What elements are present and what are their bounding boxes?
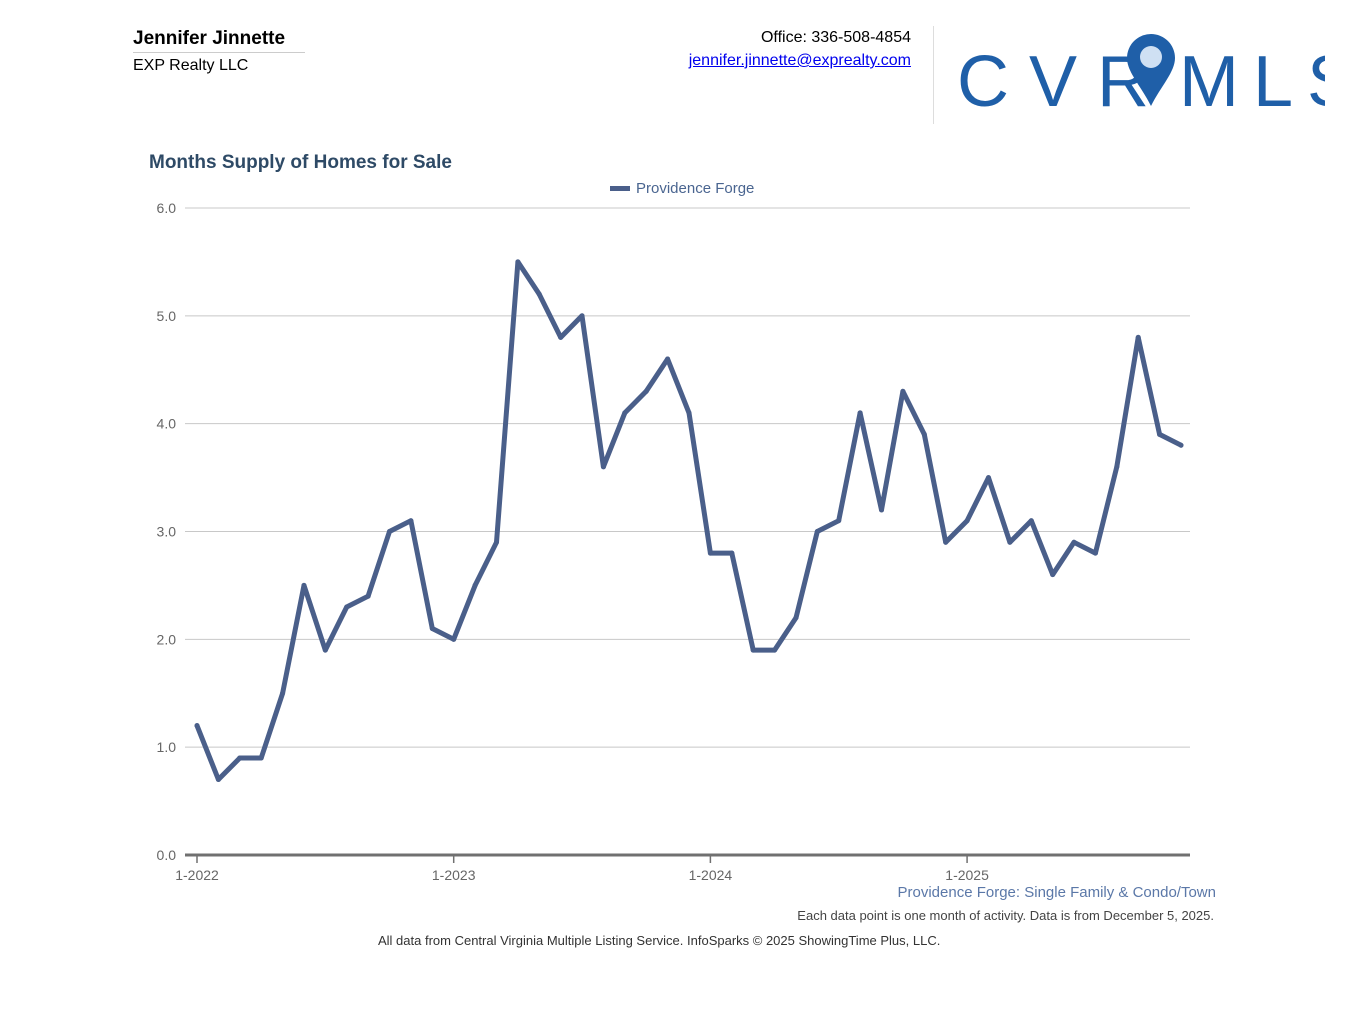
data-point bbox=[301, 582, 307, 588]
data-point bbox=[857, 410, 863, 416]
data-point bbox=[451, 636, 457, 642]
y-tick-label: 5.0 bbox=[157, 308, 177, 324]
data-point bbox=[643, 388, 649, 394]
data-point bbox=[879, 507, 885, 513]
data-point bbox=[365, 593, 371, 599]
y-tick-label: 2.0 bbox=[157, 631, 177, 647]
data-point bbox=[707, 550, 713, 556]
x-tick-label: 1-2025 bbox=[945, 867, 989, 883]
header-divider bbox=[933, 26, 934, 124]
data-point bbox=[472, 582, 478, 588]
footer-credits: All data from Central Virginia Multiple … bbox=[378, 933, 941, 948]
agent-company: EXP Realty LLC bbox=[133, 57, 249, 74]
data-point bbox=[686, 410, 692, 416]
x-tick-label: 1-2022 bbox=[175, 867, 219, 883]
y-tick-label: 3.0 bbox=[157, 524, 177, 540]
email-link[interactable]: jennifer.jinnette@exprealty.com bbox=[688, 52, 911, 69]
data-point bbox=[1157, 431, 1163, 437]
data-point bbox=[322, 647, 328, 653]
data-point bbox=[1050, 572, 1056, 578]
legend-label: Providence Forge bbox=[636, 180, 755, 197]
data-point bbox=[921, 431, 927, 437]
y-tick-label: 1.0 bbox=[157, 739, 177, 755]
legend-swatch bbox=[610, 186, 630, 191]
map-pin-icon bbox=[1127, 34, 1175, 106]
y-tick-label: 4.0 bbox=[157, 416, 177, 432]
data-point bbox=[1071, 539, 1077, 545]
data-point bbox=[493, 539, 499, 545]
logo-wordmark: CVR bbox=[957, 42, 1169, 114]
cvrmls-logo: CVR MLS bbox=[957, 34, 1325, 114]
data-point bbox=[194, 723, 200, 729]
y-tick-label: 6.0 bbox=[157, 200, 177, 216]
data-point bbox=[943, 539, 949, 545]
data-point bbox=[280, 690, 286, 696]
data-point bbox=[600, 464, 606, 470]
office-phone: Office: 336-508-4854 bbox=[760, 29, 911, 46]
data-point bbox=[814, 529, 820, 534]
chart-legend: Providence Forge bbox=[610, 180, 754, 197]
chart-subtitle: Providence Forge: Single Family & Condo/… bbox=[897, 884, 1217, 901]
data-point bbox=[344, 604, 350, 610]
data-point bbox=[515, 259, 521, 265]
data-point bbox=[1028, 518, 1034, 524]
data-point bbox=[622, 410, 628, 416]
data-point bbox=[1178, 442, 1184, 448]
chart-note: Each data point is one month of activity… bbox=[797, 908, 1214, 923]
data-point bbox=[964, 518, 970, 524]
logo-wordmark-end: MLS bbox=[1179, 42, 1325, 114]
data-point bbox=[772, 647, 778, 653]
data-point bbox=[1007, 539, 1013, 545]
agent-name: Jennifer Jinnette bbox=[133, 28, 305, 53]
data-point bbox=[258, 755, 264, 761]
data-point bbox=[387, 529, 393, 534]
data-point bbox=[665, 356, 671, 362]
data-point bbox=[729, 550, 735, 556]
data-point bbox=[1092, 550, 1098, 556]
data-point bbox=[237, 755, 243, 761]
data-point bbox=[429, 626, 435, 632]
data-point bbox=[900, 388, 906, 394]
x-tick-label: 1-2023 bbox=[432, 867, 476, 883]
data-point bbox=[750, 647, 756, 653]
x-tick-label: 1-2024 bbox=[689, 867, 733, 883]
y-tick-label: 0.0 bbox=[157, 847, 177, 863]
data-point bbox=[215, 777, 221, 783]
data-point bbox=[793, 615, 799, 621]
data-point bbox=[985, 475, 991, 481]
data-point bbox=[1135, 334, 1141, 340]
data-point bbox=[408, 518, 414, 524]
data-point bbox=[836, 518, 842, 524]
data-point bbox=[536, 291, 542, 297]
chart-title: Months Supply of Homes for Sale bbox=[149, 152, 452, 173]
data-point bbox=[579, 313, 585, 319]
data-point bbox=[558, 334, 564, 340]
data-point bbox=[1114, 464, 1120, 470]
